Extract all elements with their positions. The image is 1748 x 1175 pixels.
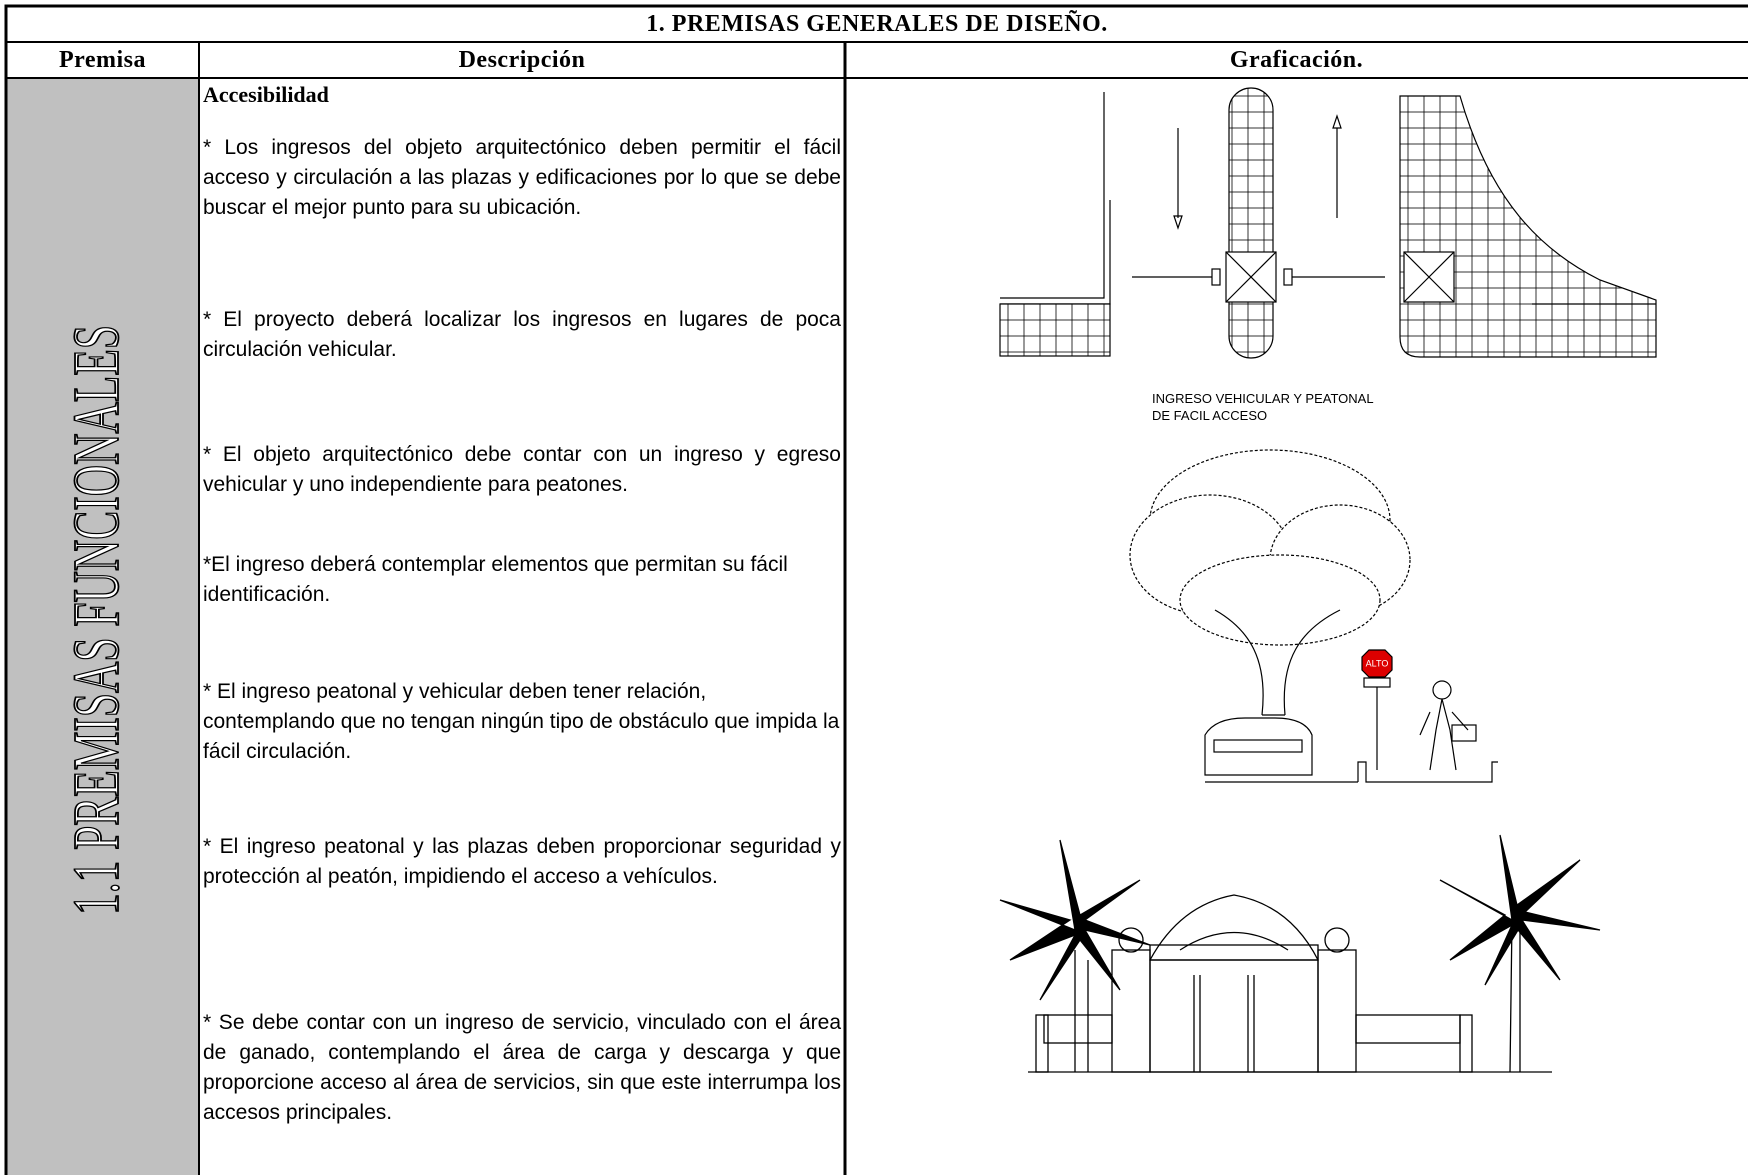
premisa-bg <box>7 79 198 1175</box>
header: Descripción <box>458 47 586 73</box>
header: Premisa <box>58 47 147 73</box>
paragraph: * El proyecto deberá localizar los ingre… <box>203 308 841 361</box>
premisa-label: 1.1 PREMISAS FUNCIONALES <box>60 325 133 915</box>
paragraph: * El ingreso peatonal y vehicular deben … <box>203 680 840 763</box>
section-heading: Accesibilidad <box>203 82 329 107</box>
access-plan <box>999 87 1657 359</box>
paragraph: * El objeto arquitectónico debe contar c… <box>203 443 841 496</box>
title: 1. PREMISAS GENERALES DE DISEÑO. <box>646 11 1108 37</box>
paragraph: * El ingreso peatonal y las plazas deben… <box>203 835 841 888</box>
paragraph: * Se debe contar con un ingreso de servi… <box>203 1011 841 1124</box>
header: Graficación. <box>1229 47 1364 73</box>
caption-line: INGRESO VEHICULAR Y PEATONAL <box>1152 391 1374 406</box>
caption-line: DE FACIL ACCESO <box>1152 408 1267 423</box>
gate-elevation <box>999 834 1601 1073</box>
sign-label: ALTO <box>1366 658 1389 668</box>
paragraph: *El ingreso deberá contemplar elementos … <box>203 553 788 606</box>
street-scene <box>1129 449 1498 783</box>
paragraph: * Los ingresos del objeto arquitectónico… <box>203 136 841 219</box>
